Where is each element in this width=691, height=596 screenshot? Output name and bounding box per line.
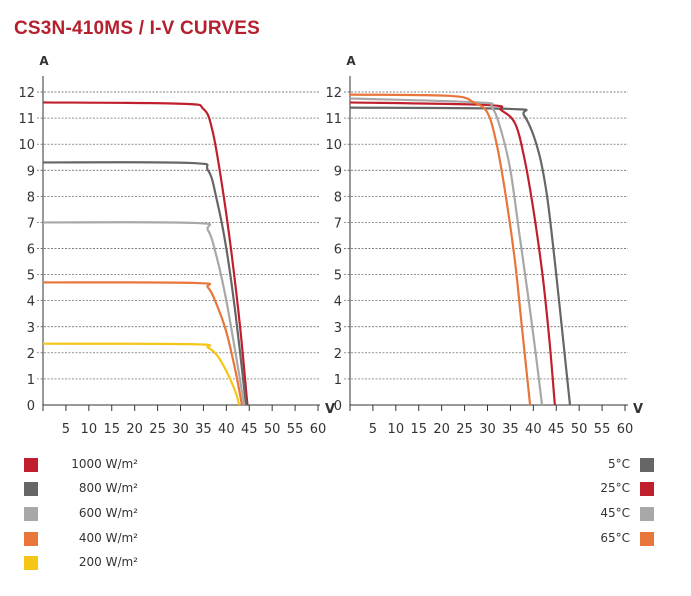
y-tick-label: 1 [334,373,342,388]
legend-label: 800 W/m² [78,481,138,495]
x-tick-label: 15 [410,422,427,437]
series-line-45-c [349,97,544,406]
x-tick-label: 45 [241,422,258,437]
legend-label: 25°C [600,481,630,495]
x-axis-label: V [325,402,335,417]
x-tick-label: 50 [264,422,281,437]
y-tick-label: 7 [334,216,342,231]
y-tick-label: 0 [334,399,342,414]
y-tick-label: 0 [27,399,35,414]
series-line-1000-w-m- [42,101,249,406]
x-tick-label: 35 [502,422,519,437]
series-line-25-c [349,101,556,406]
legend-label: 5°C [607,457,630,471]
y-tick-label: 11 [325,112,342,127]
x-tick-label: 30 [172,422,189,437]
series-line-5-c [349,106,572,406]
legend-swatch [24,507,38,521]
legend-swatch [24,458,38,472]
x-tick-label: 45 [548,422,565,437]
x-tick-label: 55 [287,422,304,437]
legend-swatch [640,482,654,496]
legend-swatch [640,507,654,521]
series-line-200-w-m- [42,342,241,406]
y-tick-label: 8 [27,190,35,205]
y-tick-label: 6 [27,243,35,258]
chart-1 [37,76,320,411]
y-tick-label: 10 [18,138,35,153]
legend-label: 600 W/m² [78,506,138,520]
legend-swatch [24,556,38,570]
y-tick-label: 12 [325,86,342,101]
x-tick-label: 50 [571,422,588,437]
x-tick-label: 30 [479,422,496,437]
legend-swatch [24,532,38,546]
legend-label: 400 W/m² [78,531,138,545]
series-line-600-w-m- [42,221,246,406]
y-tick-label: 10 [325,138,342,153]
legend-label: 200 W/m² [78,555,138,569]
x-tick-label: 10 [388,422,405,437]
x-tick-label: 5 [369,422,377,437]
y-tick-label: 3 [27,321,35,336]
series-line-800-w-m- [42,161,248,406]
y-tick-label: 9 [334,164,342,179]
series-line-400-w-m- [42,281,243,406]
y-axis-label: A [346,54,356,68]
y-tick-label: 11 [18,112,35,127]
y-tick-label: 2 [334,347,342,362]
y-tick-label: 4 [334,295,342,310]
x-tick-label: 60 [617,422,634,437]
x-tick-label: 25 [456,422,473,437]
y-tick-label: 9 [27,164,35,179]
y-tick-label: 5 [27,269,35,284]
x-tick-label: 5 [62,422,70,437]
x-tick-label: 55 [594,422,611,437]
x-tick-label: 40 [525,422,542,437]
x-tick-label: 25 [149,422,166,437]
series-line-65-c [349,93,532,406]
y-tick-label: 6 [334,243,342,258]
x-tick-label: 60 [310,422,327,437]
y-axis-label: A [39,54,49,68]
legend-swatch [640,458,654,472]
x-tick-label: 20 [126,422,143,437]
y-tick-label: 1 [27,373,35,388]
y-tick-label: 5 [334,269,342,284]
legend-label: 1000 W/m² [71,457,138,471]
x-tick-label: 15 [103,422,120,437]
x-tick-label: 20 [433,422,450,437]
legend-label: 45°C [600,506,630,520]
y-tick-label: 8 [334,190,342,205]
x-axis-label: V [633,402,643,417]
x-tick-label: 40 [218,422,235,437]
y-tick-label: 3 [334,321,342,336]
y-tick-label: 2 [27,347,35,362]
legend-swatch [640,532,654,546]
chart-2 [344,76,628,411]
x-tick-label: 35 [195,422,212,437]
y-tick-label: 12 [18,86,35,101]
legend-swatch [24,482,38,496]
legend-label: 65°C [600,531,630,545]
y-tick-label: 4 [27,295,35,310]
y-tick-label: 7 [27,216,35,231]
page-title: CS3N-410MS / I-V CURVES [14,18,261,39]
x-tick-label: 10 [81,422,98,437]
